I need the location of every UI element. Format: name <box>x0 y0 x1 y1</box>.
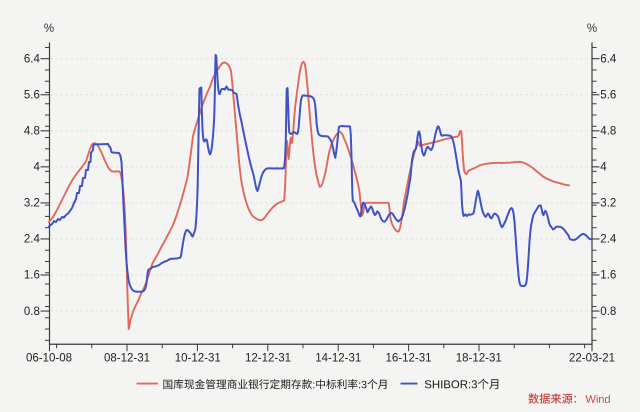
svg-text:18-12-31: 18-12-31 <box>456 353 502 365</box>
svg-text:06-10-08: 06-10-08 <box>26 353 72 365</box>
svg-text:16-12-31: 16-12-31 <box>385 353 431 365</box>
svg-text:4: 4 <box>33 162 40 174</box>
svg-text:4.8: 4.8 <box>24 126 40 138</box>
svg-text:3.2: 3.2 <box>24 198 40 210</box>
svg-text:22-03-21: 22-03-21 <box>569 353 615 365</box>
svg-text:6.4: 6.4 <box>24 53 41 65</box>
svg-text:0.8: 0.8 <box>24 306 40 318</box>
svg-text:0.8: 0.8 <box>600 306 616 318</box>
svg-text:1.6: 1.6 <box>600 270 616 282</box>
svg-text:6.4: 6.4 <box>600 53 617 65</box>
svg-text:%: % <box>44 23 54 35</box>
svg-text:08-12-31: 08-12-31 <box>104 353 150 365</box>
svg-text:%: % <box>587 23 597 35</box>
svg-text:2.4: 2.4 <box>24 234 41 246</box>
svg-text:5.6: 5.6 <box>600 89 616 101</box>
svg-text:3.2: 3.2 <box>600 198 616 210</box>
svg-text:10-12-31: 10-12-31 <box>175 353 221 365</box>
svg-text:14-12-31: 14-12-31 <box>315 353 361 365</box>
svg-text:2.4: 2.4 <box>600 234 617 246</box>
svg-text:4.8: 4.8 <box>600 126 616 138</box>
svg-text:5.6: 5.6 <box>24 89 40 101</box>
svg-text:12-12-31: 12-12-31 <box>245 353 291 365</box>
svg-text:4: 4 <box>600 162 607 174</box>
svg-text:1.6: 1.6 <box>24 270 40 282</box>
